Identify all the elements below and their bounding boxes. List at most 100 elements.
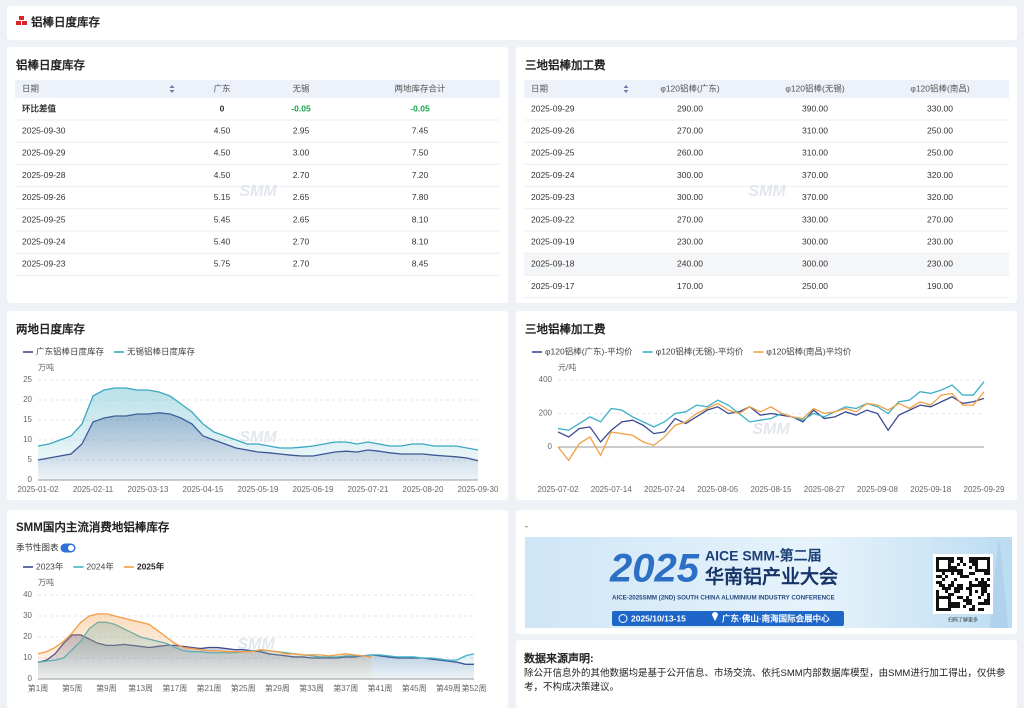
x-tick-label: 2025-07-24 bbox=[644, 485, 685, 494]
qr-cell bbox=[987, 596, 990, 599]
qr-cell bbox=[984, 602, 987, 605]
panel bbox=[516, 47, 1017, 303]
qr-cell bbox=[948, 596, 951, 599]
x-tick-label: 2025-05-19 bbox=[238, 485, 279, 494]
x-tick-label: 第33周 bbox=[299, 683, 324, 693]
qr-cell bbox=[969, 593, 972, 596]
table-title: 铝棒日度库存 bbox=[16, 58, 85, 72]
qr-cell bbox=[939, 557, 942, 560]
legend-label: 无锡铝棒日度库存 bbox=[127, 346, 196, 356]
table-cell: 190.00 bbox=[927, 281, 953, 291]
qr-cell bbox=[945, 596, 948, 599]
banner-caption: - bbox=[525, 521, 528, 531]
qr-cell bbox=[987, 560, 990, 563]
qr-cell bbox=[981, 590, 984, 593]
qr-cell bbox=[939, 569, 942, 572]
qr-cell bbox=[984, 569, 987, 572]
qr-cell bbox=[936, 593, 939, 596]
qr-cell bbox=[969, 608, 972, 611]
qr-cell bbox=[951, 557, 954, 560]
qr-cell bbox=[987, 563, 990, 566]
qr-cell bbox=[942, 569, 945, 572]
qr-cell bbox=[969, 572, 972, 575]
x-tick-label: 2025-02-11 bbox=[73, 485, 114, 494]
banner-title: 华南铝产业大会 bbox=[705, 565, 838, 588]
qr-cell bbox=[981, 602, 984, 605]
qr-cell bbox=[948, 584, 951, 587]
qr-cell bbox=[957, 602, 960, 605]
qr-cell bbox=[957, 590, 960, 593]
x-tick-label: 第52周 bbox=[462, 683, 487, 693]
series-area bbox=[38, 388, 478, 480]
qr-cell bbox=[975, 590, 978, 593]
qr-cell bbox=[972, 605, 975, 608]
qr-cell bbox=[984, 557, 987, 560]
table-cell: 330.00 bbox=[927, 103, 953, 113]
x-tick-label: 2025-04-15 bbox=[183, 485, 224, 494]
location-icon bbox=[712, 612, 718, 621]
x-tick-label: 第13周 bbox=[128, 683, 153, 693]
qr-cell bbox=[978, 608, 981, 611]
column-header: φ120铝棒(广东) bbox=[660, 83, 720, 93]
qr-cell bbox=[948, 557, 951, 560]
table-cell: 2.65 bbox=[293, 214, 310, 224]
qr-cell bbox=[948, 605, 951, 608]
disclaimer-text: 除公开信息外的其他数据均是基于公开信息、市场交流、依托SMM内部数据库模型，由S… bbox=[524, 668, 1006, 693]
qr-cell bbox=[981, 581, 984, 584]
table-cell: 230.00 bbox=[927, 236, 953, 246]
qr-cell bbox=[960, 569, 963, 572]
qr-cell bbox=[975, 569, 978, 572]
qr-cell bbox=[957, 557, 960, 560]
table-cell: 2025-09-29 bbox=[22, 148, 66, 158]
qr-cell bbox=[936, 557, 939, 560]
qr-cell bbox=[951, 566, 954, 569]
qr-cell bbox=[963, 575, 966, 578]
table-cell: 4.50 bbox=[214, 148, 231, 158]
sort-icon bbox=[623, 85, 629, 93]
qr-cell bbox=[978, 602, 981, 605]
banner-name: AICE SMM-第二届 bbox=[705, 548, 822, 564]
y-tick-label: 15 bbox=[23, 415, 32, 424]
qr-cell bbox=[984, 587, 987, 590]
table-cell: 2.70 bbox=[293, 170, 310, 180]
y-tick-label: 5 bbox=[28, 455, 33, 464]
table-cell: 8.10 bbox=[412, 214, 429, 224]
banner-venue: 广东·佛山·南海国际会展中心 bbox=[722, 613, 830, 623]
table-cell: 320.00 bbox=[927, 170, 953, 180]
qr-cell bbox=[957, 605, 960, 608]
y-tick-label: 0 bbox=[28, 475, 33, 484]
legend-label: 2024年 bbox=[86, 561, 114, 571]
y-tick-label: 0 bbox=[28, 674, 33, 683]
table-cell: 2025-09-22 bbox=[531, 214, 575, 224]
qr-cell bbox=[945, 587, 948, 590]
qr-cell bbox=[936, 563, 939, 566]
qr-cell bbox=[984, 572, 987, 575]
qr-cell bbox=[969, 560, 972, 563]
qr-cell bbox=[978, 596, 981, 599]
table-cell: 5.75 bbox=[214, 259, 231, 269]
table-cell: 0 bbox=[220, 103, 225, 113]
table-cell: 环比差值 bbox=[22, 103, 57, 113]
banner-year: 2025 bbox=[609, 547, 700, 591]
chart-title: 两地日度库存 bbox=[16, 322, 85, 336]
qr-cell bbox=[942, 587, 945, 590]
qr-cell bbox=[936, 605, 939, 608]
qr-cell bbox=[954, 587, 957, 590]
qr-cell bbox=[972, 608, 975, 611]
watermark: SMM bbox=[239, 429, 277, 446]
qr-cell bbox=[954, 590, 957, 593]
qr-cell bbox=[987, 593, 990, 596]
qr-cell bbox=[960, 587, 963, 590]
table-cell: 7.20 bbox=[412, 170, 429, 180]
table-cell: 2025-09-26 bbox=[531, 125, 575, 135]
qr-cell bbox=[945, 569, 948, 572]
y-tick-label: 10 bbox=[23, 653, 32, 662]
table-cell: -0.05 bbox=[410, 103, 430, 113]
qr-cell bbox=[969, 602, 972, 605]
y-tick-label: 30 bbox=[23, 611, 32, 620]
y-tick-label: 20 bbox=[23, 632, 32, 641]
y-tick-label: 25 bbox=[23, 375, 32, 384]
qr-cell bbox=[975, 584, 978, 587]
